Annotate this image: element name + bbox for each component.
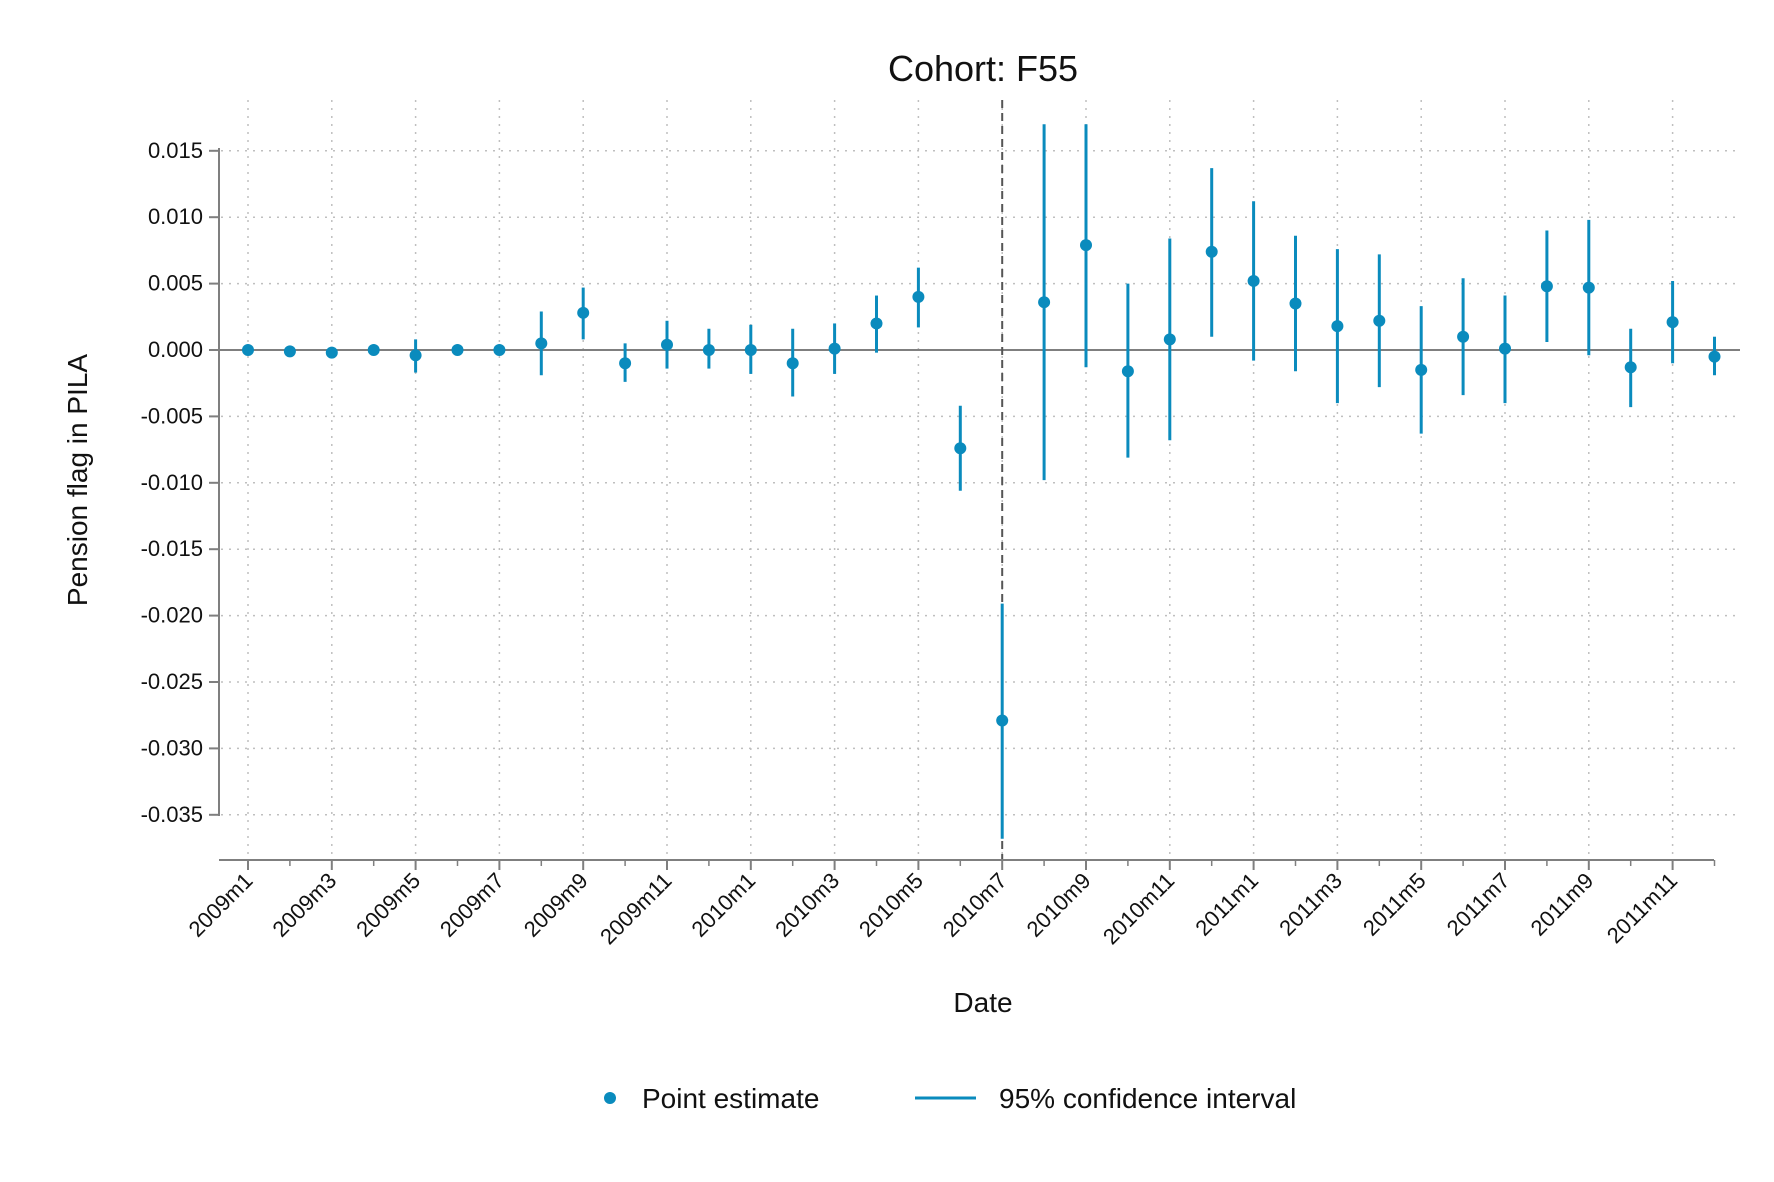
point-estimate-marker <box>1708 350 1721 363</box>
point-estimates <box>242 239 1721 727</box>
legend: Point estimate 95% confidence interval <box>604 1083 1296 1114</box>
x-axis-label: Date <box>953 987 1012 1018</box>
y-tick-label: 0.000 <box>148 337 203 362</box>
y-tick-label: -0.020 <box>141 603 203 628</box>
point-estimate-marker <box>535 337 548 350</box>
point-estimate-marker <box>1289 297 1302 310</box>
point-estimate-marker <box>702 344 715 356</box>
y-tick-label: -0.025 <box>141 669 203 694</box>
legend-ci-label: 95% confidence interval <box>999 1083 1296 1114</box>
x-tick-label: 2011m7 <box>1442 868 1515 941</box>
point-estimate-marker <box>954 442 967 455</box>
x-tick-label: 2011m9 <box>1526 868 1599 941</box>
legend-point-label: Point estimate <box>642 1083 819 1114</box>
point-estimate-marker <box>242 344 254 356</box>
x-tick-label: 2010m7 <box>938 868 1012 942</box>
point-estimate-marker <box>619 357 632 370</box>
x-tick-label: 2009m1 <box>184 868 258 942</box>
x-tick-label: 2009m7 <box>435 868 509 942</box>
y-tick-label: -0.010 <box>141 470 203 495</box>
point-estimate-marker <box>577 306 590 319</box>
x-tick-label: 2009m5 <box>351 868 425 942</box>
y-tick-label: 0.010 <box>148 204 203 229</box>
legend-point-marker <box>604 1092 616 1104</box>
grid-lines <box>221 100 1740 858</box>
y-tick-label: -0.030 <box>141 735 203 760</box>
y-tick-label: -0.035 <box>141 802 203 827</box>
point-estimate-marker <box>870 317 883 330</box>
x-tick-label: 2010m11 <box>1098 868 1179 949</box>
point-estimate-marker <box>912 290 925 303</box>
chart-title: Cohort: F55 <box>888 48 1078 89</box>
point-estimate-marker <box>1666 316 1679 329</box>
y-tick-label: -0.015 <box>141 536 203 561</box>
x-axis-ticks: 2009m1 2009m3 2009m5 2009m7 2009m9 2009m11 201… <box>184 860 1716 949</box>
point-estimate-marker <box>367 344 380 356</box>
point-estimate-marker <box>1247 274 1260 287</box>
y-tick-label: 0.015 <box>148 138 203 163</box>
point-estimate-marker <box>1457 330 1470 343</box>
point-estimate-marker <box>661 338 673 351</box>
point-estimate-marker <box>1121 365 1134 378</box>
x-tick-label: 2009m3 <box>267 868 341 942</box>
x-tick-label: 2011m3 <box>1274 868 1347 941</box>
x-tick-label: 2010m1 <box>686 868 760 942</box>
point-estimate-marker <box>325 346 338 359</box>
y-tick-label: 0.005 <box>148 271 203 296</box>
point-estimate-marker <box>1080 239 1092 252</box>
point-estimate-marker <box>409 349 422 362</box>
x-tick-label: 2011m11 <box>1602 868 1682 948</box>
point-estimate-marker <box>283 345 296 358</box>
point-estimate-marker <box>744 344 757 356</box>
point-estimate-marker <box>1373 314 1386 327</box>
point-estimate-marker <box>1415 363 1428 376</box>
x-tick-label: 2011m5 <box>1358 868 1431 941</box>
point-estimate-marker <box>996 714 1009 727</box>
x-tick-label: 2010m3 <box>770 868 844 942</box>
point-estimate-marker <box>1499 342 1511 355</box>
y-tick-label: -0.005 <box>141 403 203 428</box>
point-estimate-marker <box>1205 245 1218 258</box>
x-tick-label: 2009m9 <box>519 868 593 942</box>
x-tick-label: 2009m11 <box>595 868 676 949</box>
point-estimate-marker <box>1331 320 1344 333</box>
point-estimate-marker <box>828 342 841 355</box>
point-estimate-marker <box>1582 281 1595 294</box>
axes <box>218 148 1714 861</box>
point-estimate-marker <box>1624 361 1637 374</box>
point-estimate-marker <box>1163 333 1176 346</box>
x-tick-label: 2011m1 <box>1190 868 1263 941</box>
point-estimate-marker <box>451 344 464 356</box>
x-tick-label: 2010m9 <box>1022 868 1096 942</box>
confidence-intervals <box>414 124 1716 839</box>
point-estimate-marker <box>493 344 506 356</box>
y-axis-label: Pension flag in PILA <box>62 354 93 606</box>
x-tick-label: 2010m5 <box>854 868 928 942</box>
y-axis-ticks: 0.015 0.010 0.005 0.000 -0.005 -0.010 -0.015 -0… <box>141 138 219 827</box>
point-estimate-marker <box>1540 280 1553 293</box>
point-estimate-marker <box>1038 296 1051 309</box>
point-estimate-marker <box>786 357 799 370</box>
